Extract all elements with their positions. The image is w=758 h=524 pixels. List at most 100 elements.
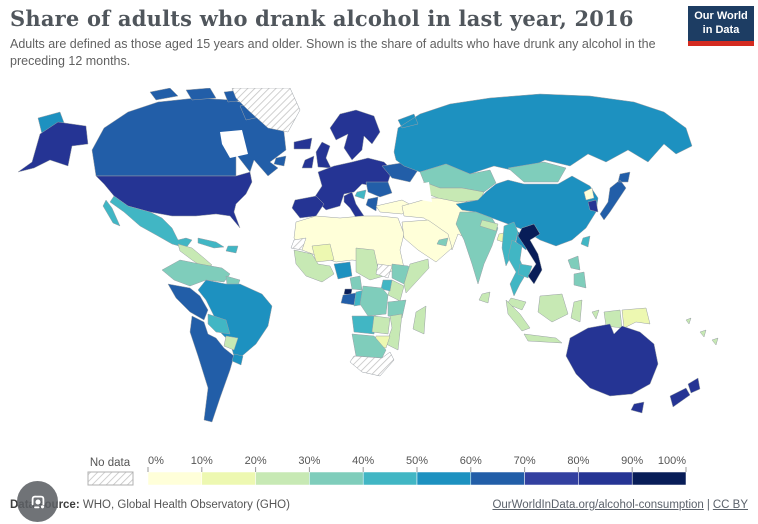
country-greece[interactable] — [365, 196, 379, 212]
legend-swatch-3[interactable] — [309, 471, 364, 486]
country-uganda[interactable] — [380, 279, 393, 292]
country-uruguay[interactable] — [231, 353, 244, 366]
country-peru-ecuador[interactable] — [167, 283, 209, 321]
tick-60: 60% — [460, 455, 482, 467]
country-indonesia[interactable] — [505, 293, 623, 344]
country-south-sudan[interactable] — [375, 263, 393, 279]
country-australia[interactable] — [565, 323, 659, 414]
country-drc[interactable] — [359, 285, 389, 317]
footer-links: OurWorldInData.org/alcohol-consumption | C… — [492, 499, 748, 511]
country-taiwan[interactable] — [580, 235, 591, 248]
no-data-label: No data — [90, 457, 131, 469]
legend-svg: No data 0% 10% 20% 30% 40% 50% 60% 70% 8… — [87, 455, 687, 486]
country-scandinavia[interactable] — [329, 109, 381, 161]
map-legend: No data 0% 10% 20% 30% 40% 50% 60% 70% 8… — [0, 442, 758, 492]
legend-swatch-8[interactable] — [578, 471, 633, 486]
tick-30: 30% — [298, 455, 320, 467]
country-balkans[interactable] — [365, 181, 393, 198]
tick-90: 90% — [621, 455, 643, 467]
country-hispaniola[interactable] — [225, 245, 239, 254]
country-india[interactable] — [455, 211, 499, 285]
hudson-bay — [220, 130, 248, 158]
country-croatia[interactable] — [354, 189, 367, 200]
country-south-africa[interactable] — [349, 351, 395, 377]
country-colombia-venezuela[interactable] — [161, 259, 231, 287]
country-mexico[interactable] — [102, 195, 193, 249]
country-japan[interactable] — [599, 171, 631, 221]
owid-link[interactable]: OurWorldInData.org/alcohol-consumption — [492, 499, 704, 511]
chart-footer: Data source: WHO, Global Health Observat… — [10, 499, 748, 519]
country-cameroon[interactable] — [349, 275, 363, 291]
legend-swatch-0[interactable] — [147, 471, 203, 486]
link-separator: | — [706, 499, 710, 511]
country-somalia[interactable] — [403, 258, 430, 294]
country-china[interactable] — [455, 175, 599, 247]
country-mozambique[interactable] — [385, 313, 403, 351]
chart-header: Share of adults who drank alcohol in las… — [10, 6, 680, 70]
no-data-swatch — [87, 471, 134, 486]
data-source-value: WHO, Global Health Observatory (GHO) — [82, 499, 290, 511]
country-philippines[interactable] — [567, 255, 587, 289]
legend-swatch-1[interactable] — [201, 471, 256, 486]
tick-10: 10% — [191, 455, 213, 467]
country-nepal[interactable] — [479, 219, 499, 232]
country-madagascar[interactable] — [412, 305, 427, 335]
legend-swatch-9[interactable] — [631, 471, 687, 486]
country-iceland[interactable] — [293, 137, 313, 150]
country-uae[interactable] — [436, 237, 449, 247]
country-arabia[interactable] — [401, 219, 453, 263]
caspian-sea — [419, 182, 432, 202]
tick-50: 50% — [406, 455, 428, 467]
country-new-zealand[interactable] — [669, 377, 701, 408]
legend-swatch-7[interactable] — [524, 471, 579, 486]
legend-swatch-6[interactable] — [470, 471, 525, 486]
country-angola[interactable] — [351, 315, 377, 335]
country-western-sahara[interactable] — [290, 237, 307, 251]
world-choropleth-map — [0, 87, 758, 450]
country-greenland[interactable] — [231, 87, 301, 133]
country-vietnam[interactable] — [517, 223, 543, 285]
tick-70: 70% — [514, 455, 536, 467]
google-lens-icon — [31, 495, 44, 508]
country-cambodia[interactable] — [517, 263, 533, 279]
license-link[interactable]: CC BY — [712, 499, 748, 511]
country-chile-argentina[interactable] — [189, 315, 235, 423]
chart-subtitle: Adults are defined as those aged 15 year… — [10, 37, 656, 69]
legend-swatch-4[interactable] — [362, 471, 418, 486]
tick-40: 40% — [352, 455, 374, 467]
country-canada[interactable] — [91, 97, 287, 177]
country-north-korea[interactable] — [583, 187, 595, 201]
country-west-africa[interactable] — [293, 249, 335, 283]
chart-title: Share of adults who drank alcohol in las… — [10, 6, 634, 31]
legend-swatch-5[interactable] — [416, 471, 472, 486]
legend-swatch-2[interactable] — [255, 471, 310, 486]
country-cuba[interactable] — [197, 237, 225, 249]
country-tanzania[interactable] — [387, 299, 407, 319]
tick-20: 20% — [245, 455, 267, 467]
country-ireland[interactable] — [301, 155, 315, 169]
country-png[interactable] — [621, 307, 651, 329]
country-sri-lanka[interactable] — [478, 291, 491, 304]
country-south-korea[interactable] — [587, 199, 599, 213]
map-svg — [17, 87, 719, 423]
country-uk[interactable] — [315, 141, 332, 169]
country-zambia[interactable] — [371, 315, 391, 335]
tick-80: 80% — [567, 455, 589, 467]
country-russia[interactable] — [393, 93, 693, 175]
country-thailand[interactable] — [507, 239, 527, 297]
country-bolivia[interactable] — [207, 313, 231, 335]
country-alaska[interactable] — [17, 121, 89, 173]
tick-0: 0% — [148, 455, 164, 467]
owid-logo-text: Our World in Data — [694, 9, 748, 36]
country-nigeria[interactable] — [333, 261, 353, 280]
country-mongolia[interactable] — [507, 161, 567, 183]
country-gabon[interactable] — [340, 292, 357, 306]
country-pacific-islands[interactable] — [685, 317, 719, 346]
google-lens-button[interactable] — [17, 481, 58, 522]
country-namibia-botswana[interactable] — [351, 333, 387, 359]
owid-logo[interactable]: Our World in Data — [688, 6, 754, 46]
legend-ticks — [147, 467, 687, 472]
country-iberia[interactable] — [291, 195, 325, 219]
country-mali[interactable] — [311, 243, 335, 263]
country-paraguay[interactable] — [223, 335, 239, 351]
